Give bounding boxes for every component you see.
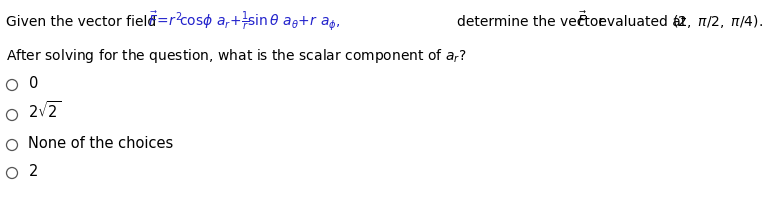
Text: Given the vector field: Given the vector field — [6, 15, 161, 29]
Text: $0$: $0$ — [28, 75, 38, 91]
Text: None of the choices: None of the choices — [28, 136, 173, 151]
Text: $2\sqrt{2}$: $2\sqrt{2}$ — [28, 100, 61, 121]
Text: After solving for the question, what is the scalar component of $a_r$?: After solving for the question, what is … — [6, 47, 466, 65]
Text: $(2,\ \pi/2,\ \pi/4).$: $(2,\ \pi/2,\ \pi/4).$ — [672, 13, 763, 30]
Text: $2$: $2$ — [28, 163, 38, 179]
Text: $\vec{F}$: $\vec{F}$ — [577, 10, 588, 29]
Text: determine the vector: determine the vector — [457, 15, 608, 29]
Text: $\vec{F}$$\!=\!r^2\!\cos\!\phi\ a_r\!+\!\frac{1}{r}\!\sin\theta\ a_\theta\!+\!r\: $\vec{F}$$\!=\!r^2\!\cos\!\phi\ a_r\!+\!… — [148, 9, 340, 32]
Text: evaluated at: evaluated at — [594, 15, 691, 29]
